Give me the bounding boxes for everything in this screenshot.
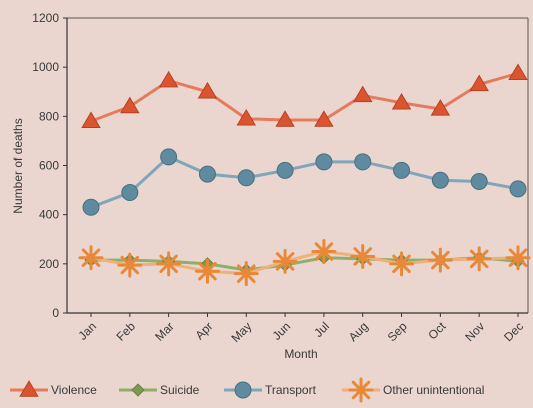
- x-tick-label: Sep: [385, 319, 410, 344]
- x-tick-label: Aug: [346, 319, 371, 344]
- legend-marker: [348, 377, 374, 403]
- data-point: [276, 161, 294, 179]
- legend-item: Violence: [10, 380, 97, 397]
- legend-item: Suicide: [119, 383, 200, 397]
- x-tick-label: Nov: [462, 319, 487, 344]
- axes: 0 200 400 600 800 1000 1200 Jan Feb Mar Apr May Jun J…: [32, 11, 529, 345]
- data-point: [160, 148, 178, 166]
- y-tick-label: 600: [39, 159, 59, 173]
- data-point: [427, 247, 453, 273]
- x-tick-label: May: [228, 319, 254, 345]
- data-point: [237, 169, 255, 187]
- y-tick-label: 200: [39, 257, 59, 271]
- series-line: [90, 155, 519, 209]
- legend: Violence Suicide Transport Other unintentio…: [10, 377, 484, 403]
- data-point: [508, 63, 528, 81]
- data-point: [194, 258, 220, 284]
- y-axis-label: Number of deaths: [11, 118, 25, 213]
- data-point: [315, 153, 333, 171]
- data-point: [272, 248, 298, 274]
- x-tick-label: Apr: [192, 319, 215, 342]
- data-point: [78, 245, 104, 271]
- legend-label: Suicide: [160, 383, 200, 397]
- data-point: [505, 245, 531, 271]
- data-point: [275, 110, 295, 127]
- data-point: [82, 198, 100, 216]
- legend-label: Transport: [265, 383, 317, 397]
- data-point: [391, 93, 412, 110]
- data-point: [311, 239, 337, 265]
- series-violence: [81, 63, 528, 128]
- data-point: [236, 109, 256, 126]
- data-point: [121, 184, 139, 202]
- data-point: [393, 161, 411, 179]
- x-tick-label: Dec: [501, 319, 526, 344]
- x-tick-label: Jan: [76, 319, 100, 343]
- data-point: [466, 246, 492, 272]
- data-point: [120, 96, 140, 114]
- y-tick-label: 1000: [32, 60, 59, 74]
- data-point: [197, 81, 218, 99]
- data-point: [117, 252, 143, 278]
- y-tick-label: 400: [39, 208, 59, 222]
- legend-label: Other unintentional: [383, 383, 484, 397]
- series-layer: [78, 63, 531, 287]
- x-tick-label: Jul: [311, 319, 332, 340]
- y-tick-label: 0: [52, 306, 59, 320]
- data-point: [198, 165, 216, 183]
- series-other-unintentional: [78, 239, 531, 287]
- data-point: [156, 251, 182, 277]
- x-tick-label: Jun: [270, 319, 294, 343]
- data-point: [354, 153, 372, 171]
- data-point: [389, 251, 415, 277]
- legend-marker: [234, 381, 252, 399]
- legend-item: Transport: [224, 381, 317, 399]
- data-point: [233, 261, 259, 287]
- legend-marker: [131, 383, 145, 397]
- data-point: [509, 180, 527, 198]
- data-point: [350, 243, 376, 269]
- y-tick-label: 1200: [32, 11, 59, 25]
- x-tick-label: Oct: [425, 319, 449, 343]
- data-point: [430, 99, 451, 116]
- series-line: [90, 71, 519, 123]
- data-point: [353, 85, 373, 103]
- data-point: [431, 171, 449, 189]
- x-tick-label: Mar: [152, 319, 177, 344]
- data-point: [158, 70, 179, 88]
- y-tick-label: 800: [39, 109, 59, 123]
- legend-marker: [19, 380, 39, 397]
- data-point: [470, 172, 488, 190]
- x-axis-label: Month: [284, 347, 317, 361]
- series-transport: [82, 148, 527, 216]
- legend-label: Violence: [51, 383, 97, 397]
- legend-item: Other unintentional: [342, 377, 484, 403]
- data-point: [469, 74, 489, 92]
- data-point: [81, 111, 101, 128]
- x-tick-label: Feb: [113, 319, 138, 344]
- data-point: [314, 110, 334, 127]
